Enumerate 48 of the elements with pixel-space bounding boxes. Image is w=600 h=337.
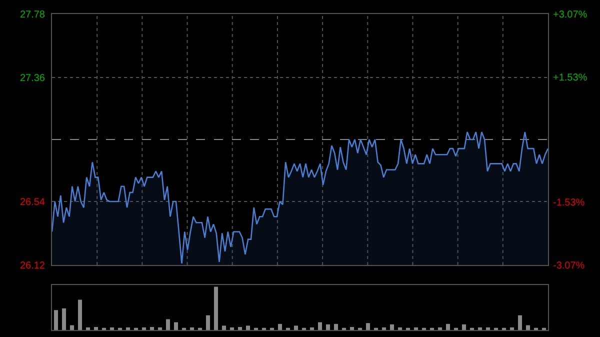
bar xyxy=(166,319,170,330)
bar xyxy=(446,324,450,330)
bar xyxy=(222,326,226,330)
y-tick-label: 26.12 xyxy=(20,260,46,272)
bar xyxy=(62,308,66,330)
y2-tick-label: +1.53% xyxy=(553,72,588,84)
bar xyxy=(190,327,194,330)
bar xyxy=(142,327,146,330)
y-tick-label: 26.54 xyxy=(20,196,46,208)
y-tick-label: 27.36 xyxy=(20,73,46,84)
bar xyxy=(438,327,442,330)
y2-tick-label: -3.07% xyxy=(553,260,585,272)
bar xyxy=(206,315,210,330)
bar xyxy=(318,322,322,330)
bar xyxy=(54,310,58,330)
bar xyxy=(294,326,298,330)
y2-tick-label: +3.07% xyxy=(553,10,588,20)
bar xyxy=(326,324,330,330)
bar xyxy=(350,326,354,330)
bar xyxy=(110,327,114,330)
y2-tick-label: -1.53% xyxy=(553,198,585,209)
bar xyxy=(78,300,82,330)
bar xyxy=(278,324,282,330)
bar xyxy=(526,325,530,330)
bar xyxy=(486,327,490,330)
bar xyxy=(414,327,418,330)
bar xyxy=(334,324,338,330)
bar xyxy=(510,327,514,330)
bar xyxy=(158,327,162,330)
bar xyxy=(390,324,394,330)
bar xyxy=(150,326,154,330)
bar xyxy=(518,315,522,330)
bar xyxy=(246,326,250,330)
bar xyxy=(238,326,242,330)
bar xyxy=(86,327,90,330)
bar xyxy=(382,327,386,330)
y-tick-label: 27.78 xyxy=(20,10,46,20)
bar xyxy=(310,327,314,330)
bar xyxy=(230,327,234,330)
bar xyxy=(214,286,218,330)
bar xyxy=(366,323,370,330)
bar xyxy=(70,325,74,330)
bar xyxy=(398,327,402,330)
bar xyxy=(94,326,98,330)
bar xyxy=(462,324,466,330)
bar xyxy=(478,327,482,330)
bar xyxy=(174,322,178,330)
bar xyxy=(126,327,130,330)
